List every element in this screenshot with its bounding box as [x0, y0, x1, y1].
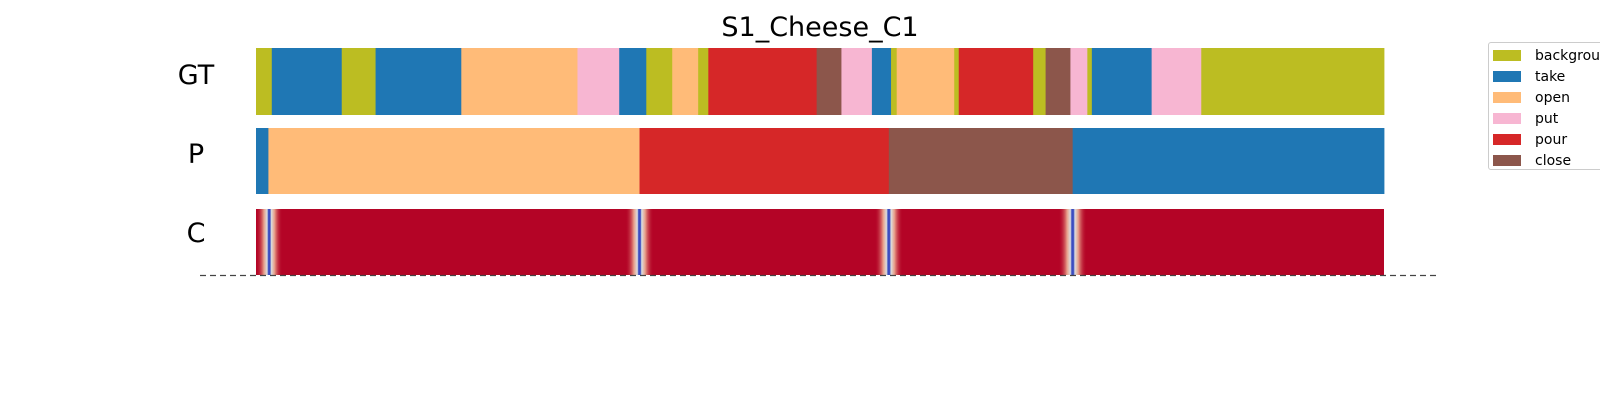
gt-segment-background [891, 48, 898, 115]
gt-segment-open [672, 48, 699, 115]
gt-segment-put [1151, 48, 1202, 115]
gt-segment-background [646, 48, 673, 115]
p-segment-pour [639, 128, 890, 194]
p-segment-take [1072, 128, 1385, 194]
gt-segment-put [841, 48, 873, 115]
legend-label-put: put [1535, 111, 1559, 127]
legend-label-close: close [1535, 153, 1572, 169]
legend-label-background: backgrour [1535, 48, 1600, 64]
gt-segment-take [375, 48, 462, 115]
gt-segment-background [1087, 48, 1093, 115]
gt-segment-background [954, 48, 960, 115]
gt-segment-take [619, 48, 647, 115]
gt-segment-background [1201, 48, 1385, 115]
legend-swatch-close [1493, 155, 1521, 166]
legend-swatch-background [1493, 50, 1521, 61]
row-label-c: C [186, 218, 206, 249]
row-label-gt: GT [177, 60, 215, 91]
gt-segment-pour [958, 48, 1034, 115]
chart-title: S1_Cheese_C1 [721, 12, 919, 43]
gt-segment-take [871, 48, 892, 115]
legend-label-pour: pour [1535, 132, 1568, 148]
confidence-band [256, 209, 1384, 275]
gt-segment-open [896, 48, 955, 115]
gt-segment-take [1091, 48, 1153, 115]
confidence-dip [874, 209, 903, 275]
gt-segment-background [1033, 48, 1046, 115]
legend-swatch-put [1493, 113, 1521, 124]
row-label-p: P [187, 139, 205, 170]
confidence-dip [1058, 209, 1087, 275]
legend-label-open: open [1535, 90, 1570, 106]
gt-segment-close [816, 48, 842, 115]
gt-segment-background [256, 48, 273, 115]
gt-segment-close [1045, 48, 1071, 115]
gt-segment-put [577, 48, 620, 115]
legend-swatch-open [1493, 92, 1521, 103]
confidence-dip [256, 209, 283, 275]
p-segment-take [256, 128, 269, 194]
legend-swatch-pour [1493, 134, 1521, 145]
gt-segment-background [341, 48, 376, 115]
p-segment-close [888, 128, 1074, 194]
gt-segment-put [1070, 48, 1088, 115]
gt-segment-open [461, 48, 578, 115]
p-segment-open [268, 128, 640, 194]
gt-segment-background [698, 48, 709, 115]
legend-swatch-take [1493, 71, 1521, 82]
gt-segment-pour [708, 48, 818, 115]
legend: backgrour take open put pour close [1488, 42, 1600, 170]
confidence-dip [625, 209, 654, 275]
legend-label-take: take [1535, 69, 1566, 85]
gt-segment-take [271, 48, 343, 115]
